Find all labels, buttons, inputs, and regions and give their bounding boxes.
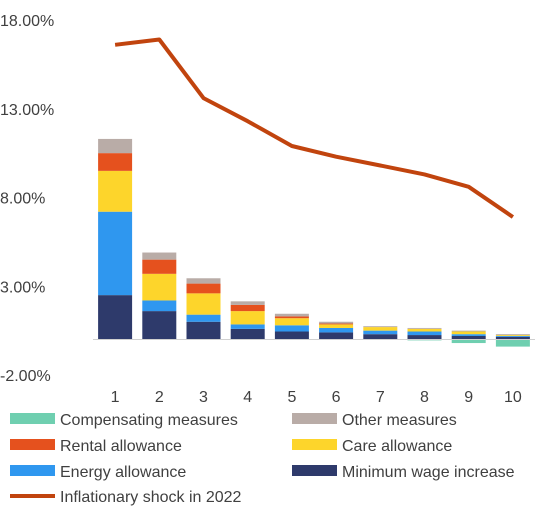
legend-label: Inflationary shock in 2022 <box>60 489 242 506</box>
bar-segment <box>319 324 354 328</box>
bar-segment <box>230 324 265 329</box>
bar-segment <box>319 332 354 340</box>
bar-segment <box>98 295 133 340</box>
bar-segment <box>98 211 133 296</box>
bar-segment <box>186 278 221 284</box>
bar-segment <box>142 259 177 274</box>
bar-segment <box>186 314 221 322</box>
bar-segment <box>230 301 265 305</box>
bar-segment <box>451 334 486 336</box>
bar-segment <box>495 334 530 336</box>
bar-segment <box>98 170 133 212</box>
bar-segment <box>407 335 442 340</box>
bar-segment <box>363 330 398 335</box>
bar-segment <box>407 328 442 332</box>
bar-segment <box>451 330 486 332</box>
legend-label: Rental allowance <box>60 438 182 455</box>
inflation-line <box>114 37 515 219</box>
bar-segment <box>495 335 530 336</box>
x-tick-label: 10 <box>504 389 522 406</box>
bar-segment <box>186 283 221 294</box>
x-tick-label: 1 <box>111 389 120 406</box>
legend-swatch <box>292 439 337 450</box>
x-tick-label: 5 <box>287 389 296 406</box>
bar-segment <box>274 313 309 317</box>
legend-label: Minimum wage increase <box>342 464 515 481</box>
bar-segment <box>319 321 354 324</box>
bar-segment <box>363 326 398 328</box>
bar-segment <box>230 311 265 325</box>
bar-segment <box>451 335 486 340</box>
legend-label: Compensating measures <box>60 412 238 429</box>
x-tick-label: 8 <box>420 389 429 406</box>
y-tick-label: 18.00% <box>0 13 54 30</box>
x-tick-label: 6 <box>332 389 341 406</box>
legend-swatch <box>10 413 55 424</box>
bar-segment <box>274 316 309 319</box>
bar-segment <box>230 328 265 340</box>
bar-segment <box>495 335 530 337</box>
bar-segment <box>451 339 486 344</box>
bar-segment <box>186 293 221 315</box>
legend-swatch <box>292 465 337 476</box>
y-tick-label: -2.00% <box>0 368 51 385</box>
bar-segment <box>319 323 354 325</box>
x-tick-label: 3 <box>199 389 208 406</box>
bar-segment <box>495 339 530 347</box>
x-tick-label: 4 <box>243 389 252 406</box>
bar-segment <box>363 327 398 331</box>
bar-segment <box>274 325 309 332</box>
bar-segment <box>274 318 309 326</box>
y-tick-label: 3.00% <box>0 279 45 296</box>
bar-segment <box>495 336 530 340</box>
bar-segment <box>230 304 265 312</box>
bar-segment <box>98 138 133 154</box>
bar-segment <box>186 321 221 340</box>
bar-segment <box>274 331 309 340</box>
bar-segment <box>142 252 177 260</box>
legend-label: Energy allowance <box>60 464 186 481</box>
y-tick-label: 13.00% <box>0 102 54 119</box>
legend-label: Care allowance <box>342 438 452 455</box>
y-tick-label: 8.00% <box>0 191 45 208</box>
bar-segment <box>142 300 177 312</box>
legend-swatch <box>10 439 55 450</box>
legend-swatch <box>292 413 337 424</box>
legend-label: Other measures <box>342 412 457 429</box>
x-tick-label: 9 <box>464 389 473 406</box>
bar-segment <box>98 153 133 171</box>
bar-segment <box>142 273 177 301</box>
legend-swatch <box>10 465 55 476</box>
x-tick-label: 7 <box>376 389 385 406</box>
bar-segment <box>407 327 442 329</box>
bar-segment <box>363 334 398 340</box>
x-tick-label: 2 <box>155 389 164 406</box>
bar-segment <box>407 331 442 336</box>
bar-segment <box>142 311 177 340</box>
bar-segment <box>451 331 486 335</box>
bar-segment <box>319 327 354 333</box>
